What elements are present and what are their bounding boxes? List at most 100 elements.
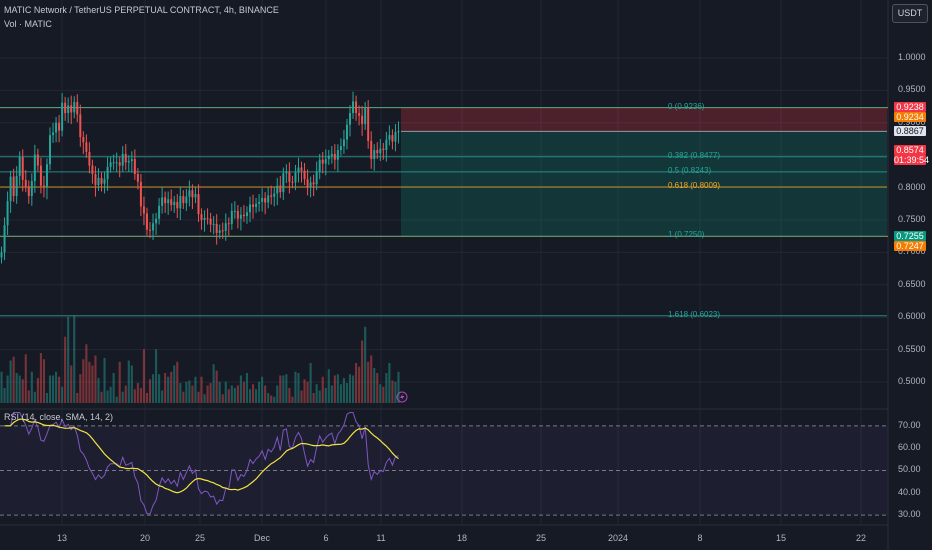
candle-body — [9, 176, 12, 202]
volume-bar — [391, 380, 394, 403]
candle-body — [12, 176, 15, 197]
volume-bar — [148, 379, 152, 403]
volume-bar — [30, 371, 33, 403]
volume-bar — [255, 389, 258, 403]
candle-body — [391, 135, 394, 142]
volume-bar — [42, 359, 45, 403]
candle-body — [361, 115, 364, 125]
volume-bar — [115, 396, 118, 403]
time-axis-label: Dec — [253, 533, 271, 543]
volume-bar — [333, 375, 336, 403]
volume-bar — [79, 374, 82, 403]
candle-body — [139, 181, 142, 207]
volume-bar — [55, 371, 58, 403]
volume-bar — [173, 365, 176, 403]
volume-bar — [39, 353, 42, 403]
volume-bar — [100, 391, 103, 403]
volume-bar — [164, 373, 167, 403]
volume-bar — [370, 355, 373, 403]
candle-body — [55, 122, 58, 133]
volume-bar — [367, 361, 370, 403]
stop-loss-zone — [401, 107, 887, 132]
candle-body — [318, 159, 321, 172]
candle-body — [373, 150, 376, 160]
volume-bar — [336, 374, 339, 403]
candle-body — [352, 101, 355, 114]
volume-bar — [303, 379, 306, 403]
volume-bar — [124, 385, 127, 403]
candle-body — [118, 162, 121, 166]
candle-body — [230, 210, 233, 224]
volume-bar — [94, 355, 97, 403]
candle-body — [336, 150, 339, 160]
candle-body — [282, 173, 285, 193]
candle-body — [312, 182, 315, 185]
volume-bar — [348, 374, 352, 403]
candle-body — [258, 201, 261, 204]
volume-bar — [345, 383, 349, 403]
candle-body — [15, 175, 18, 197]
volume-bar — [382, 386, 385, 403]
volume-bar — [321, 376, 324, 403]
candle-body — [394, 131, 397, 142]
candle-body — [297, 167, 300, 173]
candle-body — [97, 177, 100, 186]
candle-body — [18, 157, 21, 176]
volume-bar — [342, 378, 345, 403]
volume-bar — [306, 381, 309, 403]
candle-body — [227, 223, 230, 225]
candle-body — [106, 166, 109, 180]
currency-selector-button[interactable]: USDT — [892, 4, 928, 23]
price-axis-label: 0.9500 — [898, 84, 926, 95]
candle-body — [236, 210, 239, 219]
volume-bar — [15, 373, 18, 403]
candle-body — [76, 102, 79, 115]
price-axis-label: 0.6500 — [898, 278, 926, 289]
candle-body — [233, 210, 236, 212]
candle-body — [161, 197, 164, 206]
volume-bar — [230, 385, 233, 403]
volume-bar — [109, 386, 112, 403]
volume-bar — [48, 375, 52, 403]
candle-body — [136, 173, 139, 182]
candle-body — [185, 196, 188, 204]
candle-body — [82, 137, 85, 143]
volume-bar — [388, 363, 391, 403]
time-axis-label: 15 — [775, 533, 787, 543]
candle-body — [300, 167, 303, 171]
volume-bar — [0, 371, 3, 403]
candle-body — [327, 155, 330, 160]
volume-bar — [82, 359, 85, 403]
price-tag: 0.8574 — [894, 145, 926, 156]
candle-body — [245, 212, 248, 217]
candle-body — [164, 197, 167, 204]
volume-bar — [130, 365, 133, 403]
volume-bar — [300, 390, 303, 403]
candle-body — [203, 218, 206, 220]
volume-bar — [361, 340, 364, 403]
candle-body — [112, 162, 115, 164]
fib-level-label: 1 (0.7250) — [668, 230, 705, 240]
volume-bar — [397, 371, 400, 403]
price-axis-label: 0.7000 — [898, 246, 926, 257]
candle-body — [94, 173, 97, 186]
candle-body — [142, 206, 145, 214]
candle-body — [152, 223, 155, 231]
candle-body — [342, 139, 345, 147]
candle-body — [215, 223, 218, 233]
candle-body — [79, 114, 82, 138]
volume-bar — [294, 371, 297, 403]
volume-bar — [161, 390, 164, 403]
volume-bar — [376, 373, 379, 403]
candle-body — [379, 148, 382, 154]
volume-bar — [70, 365, 73, 403]
candle-body — [127, 161, 130, 163]
candle-body — [358, 113, 361, 116]
volume-bar — [58, 376, 61, 403]
price-axis-label: 0.7500 — [898, 214, 926, 224]
candle-body — [121, 153, 124, 166]
volume-bar — [270, 395, 273, 403]
candle-body — [179, 196, 182, 209]
